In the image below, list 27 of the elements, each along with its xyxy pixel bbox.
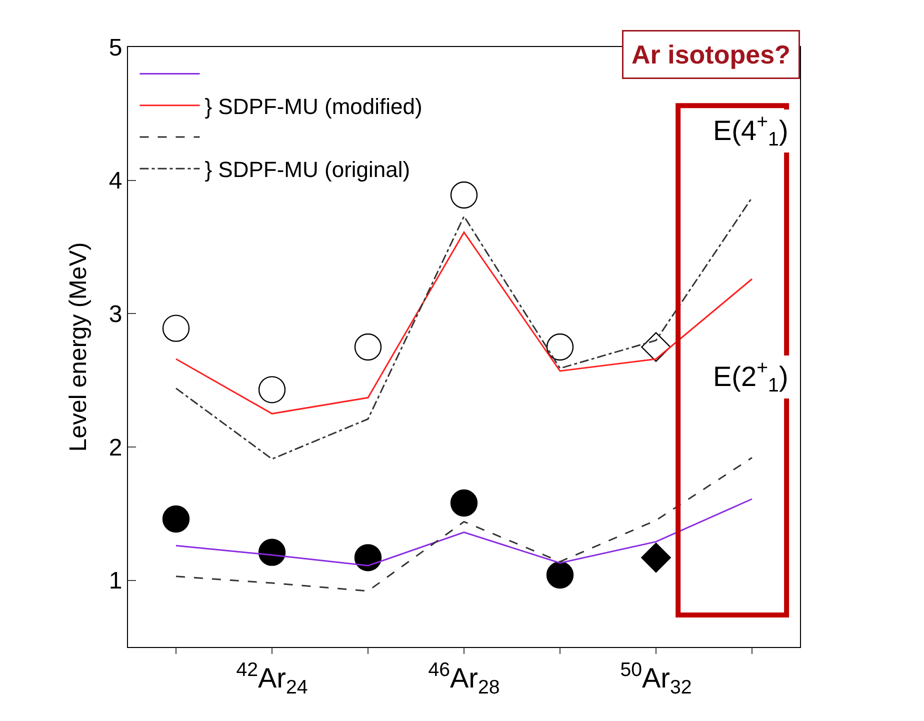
- point: [162, 314, 190, 342]
- point: [450, 489, 478, 517]
- y-tick-label: 3: [108, 301, 122, 328]
- x-tick-label: $^{46}$Ar$_{28}$: [428, 658, 500, 698]
- y-tick-label: 1: [108, 568, 122, 595]
- y-tick-label: 4: [108, 168, 122, 195]
- point: [450, 181, 478, 209]
- point: [258, 538, 286, 566]
- x-tick-label: $^{50}$Ar$_{32}$: [620, 658, 692, 698]
- annotation: E(4$^{+}$$_{1}$): [713, 111, 788, 151]
- y-tick-label: 2: [108, 434, 122, 462]
- x-tick-label: $^{42}$Ar$_{24}$: [236, 658, 308, 698]
- legend-label: } SDPF-MU (modified): [204, 94, 422, 119]
- point: [641, 542, 671, 573]
- line-series: [175, 498, 753, 566]
- point: [258, 376, 286, 404]
- point: [162, 505, 190, 533]
- y-tick-label: 5: [108, 34, 122, 62]
- annotation: Ar isotopes?: [632, 40, 790, 70]
- point: [546, 561, 574, 589]
- legend-label: } SDPF-MU (original): [204, 157, 410, 182]
- annotation: E(2$^{+}$$_{1}$): [713, 357, 788, 397]
- line-series: [175, 456, 753, 592]
- point: [546, 333, 574, 361]
- point: [354, 544, 382, 572]
- point: [354, 333, 382, 361]
- y-axis-title: Level energy (MeV): [64, 242, 92, 452]
